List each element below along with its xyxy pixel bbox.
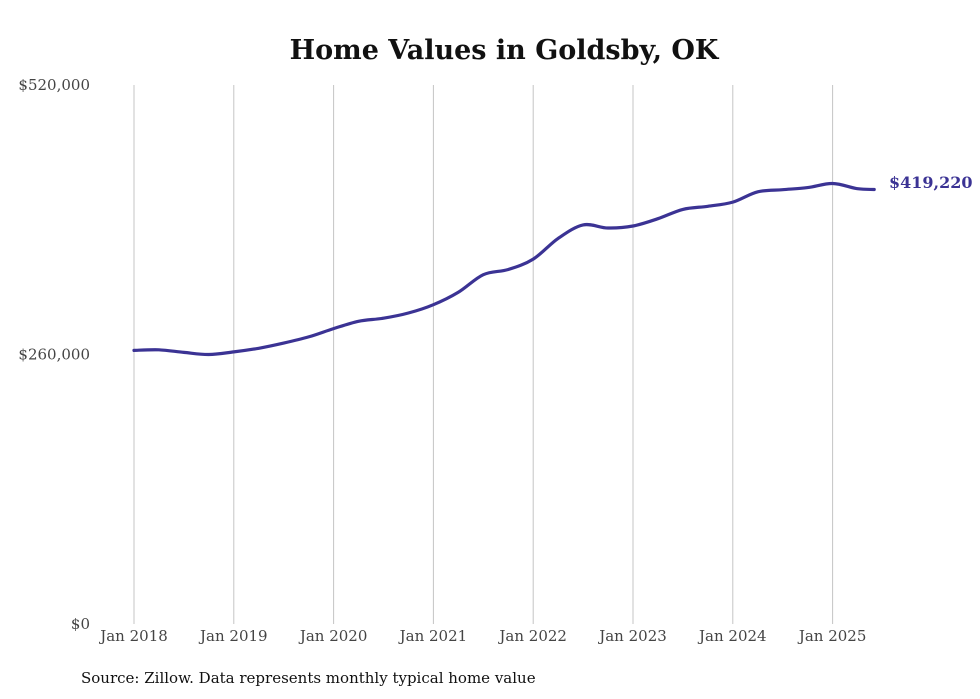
x-axis-ticks: Jan 2018 Jan 2019 Jan 2020 Jan 2021 Jan 2022… [98, 627, 866, 645]
gridlines [133, 85, 834, 624]
x-tick-label: Jan 2021 [398, 627, 468, 645]
x-tick-label: Jan 2020 [298, 627, 368, 645]
y-tick-label: $0 [71, 615, 90, 633]
x-tick-label: Jan 2023 [597, 627, 667, 645]
y-tick-label: $520,000 [18, 76, 90, 94]
end-value-label: $419,220 [889, 173, 973, 192]
chart-title: Home Values in Goldsby, OK [290, 35, 720, 66]
x-tick-label: Jan 2022 [497, 627, 567, 645]
x-tick-label: Jan 2019 [198, 627, 268, 645]
x-tick-label: Jan 2025 [797, 627, 867, 645]
source-note: Source: Zillow. Data represents monthly … [81, 669, 536, 687]
home-value-series-line [132, 181, 876, 357]
x-tick-label: Jan 2024 [697, 627, 767, 645]
y-tick-label: $260,000 [18, 346, 90, 364]
y-axis-ticks: $0 $260,000 $520,000 [18, 76, 90, 633]
x-tick-label: Jan 2018 [98, 627, 168, 645]
